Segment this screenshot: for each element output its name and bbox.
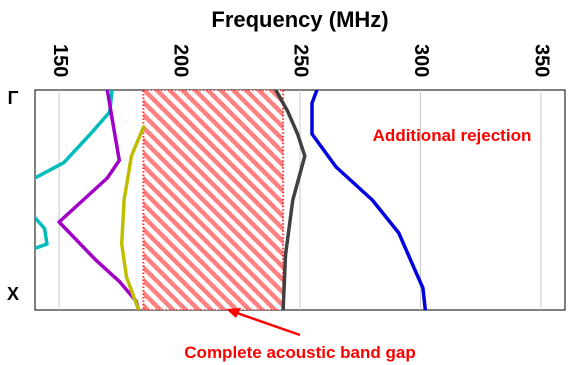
y-tick-label: Γ: [8, 88, 19, 108]
grid-lines: [59, 90, 541, 310]
x-axis-label: Frequency (MHz): [211, 7, 388, 32]
x-tick-label: 250: [290, 44, 312, 77]
x-tick-label: 350: [531, 44, 553, 77]
x-tick-label: 150: [49, 44, 71, 77]
band-gap-label: Complete acoustic band gap: [184, 343, 415, 362]
band-gap-arrow-line: [237, 313, 300, 335]
y-tick-labels: ΓX: [7, 88, 19, 304]
series-line-2: [35, 218, 47, 249]
x-tick-labels: 150 200 250 300 350: [49, 44, 553, 77]
additional-rejection-label: Additional rejection: [373, 126, 532, 145]
series-line-6: [312, 90, 425, 310]
x-tick-label: 200: [169, 44, 191, 77]
band-gap-region: [143, 90, 283, 310]
x-tick-label: 300: [410, 44, 432, 77]
series-line-4: [122, 127, 144, 310]
series-line-1: [35, 90, 112, 178]
y-tick-label: X: [7, 284, 19, 304]
